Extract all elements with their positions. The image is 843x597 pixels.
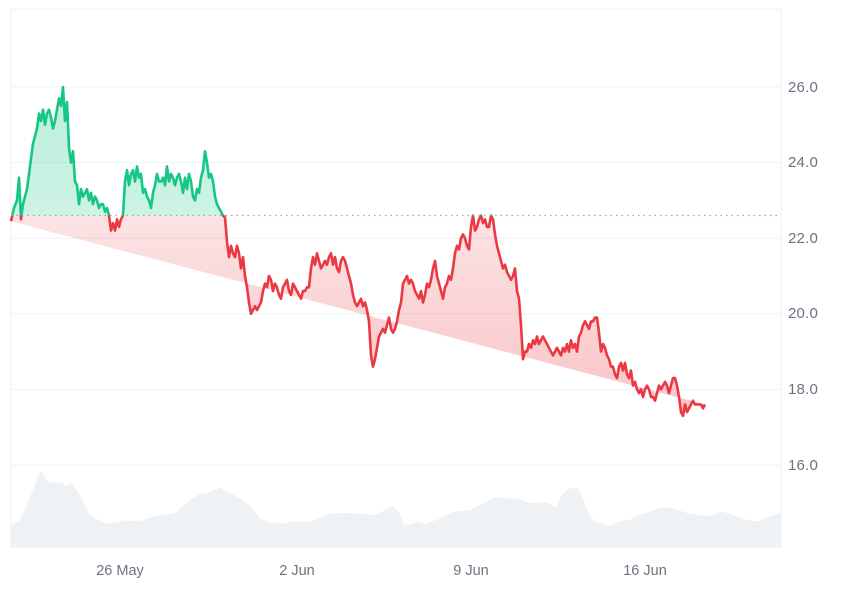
volume-area bbox=[11, 470, 781, 547]
y-tick-24: 24.0 bbox=[788, 154, 818, 171]
y-tick-26: 26.0 bbox=[788, 79, 818, 96]
price-area bbox=[11, 87, 705, 416]
grid-lines bbox=[11, 9, 782, 547]
chart-frame bbox=[10, 8, 782, 548]
y-tick-22: 22.0 bbox=[788, 230, 818, 247]
y-tick-18: 18.0 bbox=[788, 381, 818, 398]
x-tick-26-may: 26 May bbox=[96, 563, 144, 579]
price-line bbox=[9, 85, 707, 418]
y-tick-16: 16.0 bbox=[788, 457, 818, 474]
x-tick-9-jun: 9 Jun bbox=[453, 563, 489, 579]
x-tick-16-jun: 16 Jun bbox=[623, 563, 667, 579]
price-line-up bbox=[10, 85, 493, 216]
price-area-above-baseline bbox=[12, 87, 492, 216]
x-tick-2-jun: 2 Jun bbox=[279, 563, 315, 579]
price-line-down bbox=[9, 215, 707, 418]
volume-area-path bbox=[11, 470, 781, 547]
price-area-below-baseline bbox=[11, 215, 705, 416]
y-tick-20: 20.0 bbox=[788, 305, 818, 322]
